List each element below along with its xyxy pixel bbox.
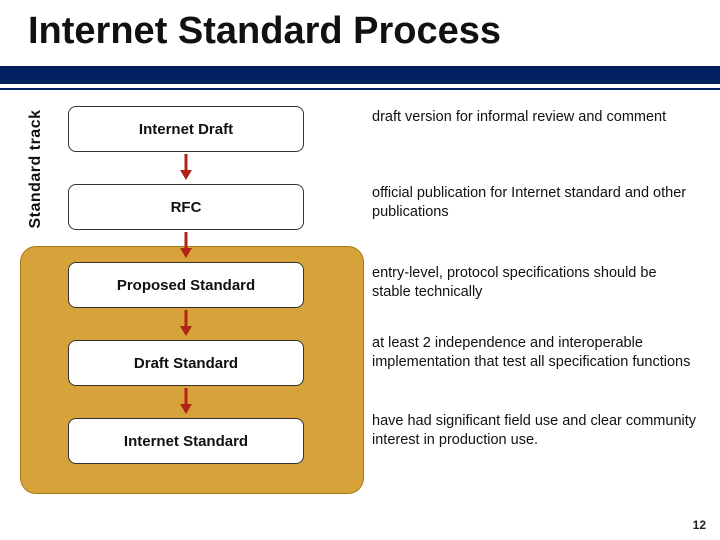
content-area: Standard track Internet Draft draft vers… xyxy=(20,100,700,500)
arrow-down-icon xyxy=(179,154,193,180)
arrow-down-icon xyxy=(179,310,193,336)
stage-row: Internet Standard have had significant f… xyxy=(20,412,700,470)
stage-internet-standard: Internet Standard xyxy=(68,418,304,464)
page-number: 12 xyxy=(693,518,706,532)
arrow-down-icon xyxy=(179,388,193,414)
stage-row: Internet Draft draft version for informa… xyxy=(20,100,700,158)
stage-row: RFC official publication for Internet st… xyxy=(20,178,700,236)
arrow-down-icon xyxy=(179,232,193,258)
stage-internet-draft: Internet Draft xyxy=(68,106,304,152)
stage-row: Draft Standard at least 2 independence a… xyxy=(20,334,700,392)
stage-proposed-standard: Proposed Standard xyxy=(68,262,304,308)
stage-desc: have had significant field use and clear… xyxy=(372,412,698,449)
title-region: Internet Standard Process xyxy=(0,0,720,96)
slide-title: Internet Standard Process xyxy=(28,10,501,53)
stage-row: Proposed Standard entry-level, protocol … xyxy=(20,256,700,314)
title-rule-thin xyxy=(0,88,720,90)
stage-desc: draft version for informal review and co… xyxy=(372,108,698,127)
stage-draft-standard: Draft Standard xyxy=(68,340,304,386)
stage-desc: at least 2 independence and interoperabl… xyxy=(372,334,698,371)
stage-desc: official publication for Internet standa… xyxy=(372,184,698,221)
title-rule-thick xyxy=(0,66,720,84)
stage-desc: entry-level, protocol specifications sho… xyxy=(372,264,698,301)
standard-track-label: Standard track xyxy=(27,69,45,269)
stage-rfc: RFC xyxy=(68,184,304,230)
